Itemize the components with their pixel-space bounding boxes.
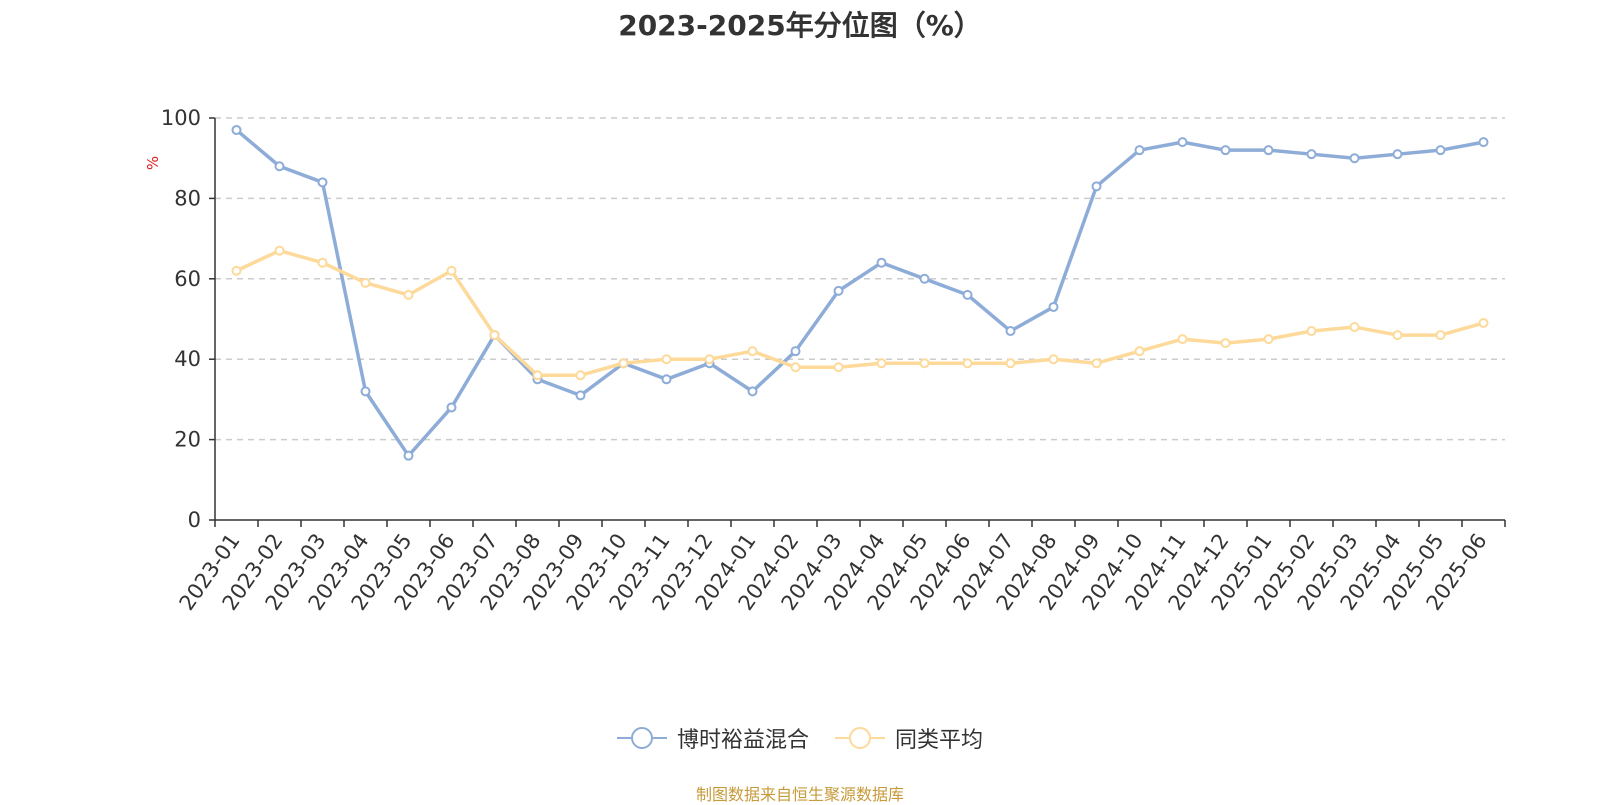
series-2 (231, 245, 1489, 381)
data-point (575, 390, 586, 401)
data-point (661, 354, 672, 365)
data-point (962, 358, 973, 369)
data-point (1005, 326, 1016, 337)
data-point (1134, 145, 1145, 156)
data-point (1005, 358, 1016, 369)
data-point (1306, 326, 1317, 337)
data-point (1435, 330, 1446, 341)
data-point (876, 257, 887, 268)
data-point (403, 450, 414, 461)
legend-marker-icon (835, 727, 885, 749)
data-point (1263, 145, 1274, 156)
series-1 (231, 125, 1489, 461)
data-point (618, 358, 629, 369)
data-point (1306, 149, 1317, 160)
y-tick-label: 80 (174, 186, 201, 210)
data-point (876, 358, 887, 369)
x-tick-labels: 2023-012023-022023-032023-042023-052023-… (175, 529, 1492, 615)
data-point (446, 402, 457, 413)
data-point (1392, 149, 1403, 160)
data-point (1478, 318, 1489, 329)
data-point (704, 354, 715, 365)
data-point (274, 245, 285, 256)
series-lines (231, 125, 1489, 461)
data-point (1091, 358, 1102, 369)
data-point (317, 257, 328, 268)
data-point (661, 374, 672, 385)
legend-marker-icon (616, 727, 667, 749)
y-tick-label: 40 (174, 347, 201, 371)
data-point (833, 285, 844, 296)
grid-lines (215, 117, 1505, 441)
data-point (1048, 301, 1059, 312)
data-point (532, 370, 543, 381)
legend-item-series-2[interactable]: 同类平均 (835, 722, 983, 754)
legend-label: 博时裕益混合 (676, 728, 809, 753)
data-point (1177, 334, 1188, 345)
data-point (790, 362, 801, 373)
data-point (919, 358, 930, 369)
data-point (360, 277, 371, 288)
data-point (1177, 137, 1188, 148)
y-tick-labels: 0 20 40 60 80 100 (161, 106, 201, 532)
data-point (1091, 181, 1102, 192)
legend-item-series-1[interactable]: 博时裕益混合 (616, 722, 809, 754)
data-point (1263, 334, 1274, 345)
data-point (1349, 153, 1360, 164)
legend-label: 同类平均 (895, 728, 984, 753)
data-point (1220, 338, 1231, 349)
data-point (446, 265, 457, 276)
data-point (747, 386, 758, 397)
chart-title: 2023-2025年分位图（%） (618, 9, 982, 42)
data-point (919, 273, 930, 284)
data-point (231, 265, 242, 276)
legend: 博时裕益混合 同类平均 (0, 722, 1600, 754)
y-axis-label: % (144, 156, 162, 170)
series-line (234, 128, 1486, 458)
data-point (1435, 145, 1446, 156)
data-point (833, 362, 844, 373)
data-point (489, 330, 500, 341)
data-point (790, 346, 801, 357)
data-point (575, 370, 586, 381)
data-point (1134, 346, 1145, 357)
source-note: 制图数据来自恒生聚源数据库 (695, 785, 904, 804)
data-point (317, 177, 328, 188)
data-point (962, 289, 973, 300)
y-tick-label: 100 (161, 106, 201, 130)
series-line (234, 248, 1486, 378)
data-point (1220, 145, 1231, 156)
y-tick-label: 0 (188, 508, 201, 532)
data-point (1349, 322, 1360, 333)
data-point (1478, 137, 1489, 148)
y-tick-label: 20 (174, 428, 201, 452)
data-point (1392, 330, 1403, 341)
axes (209, 117, 1506, 527)
data-point (274, 161, 285, 172)
data-point (403, 289, 414, 300)
data-point (747, 346, 758, 357)
data-point (231, 125, 242, 136)
data-point (1048, 354, 1059, 365)
y-tick-label: 60 (174, 267, 201, 291)
data-point (360, 386, 371, 397)
